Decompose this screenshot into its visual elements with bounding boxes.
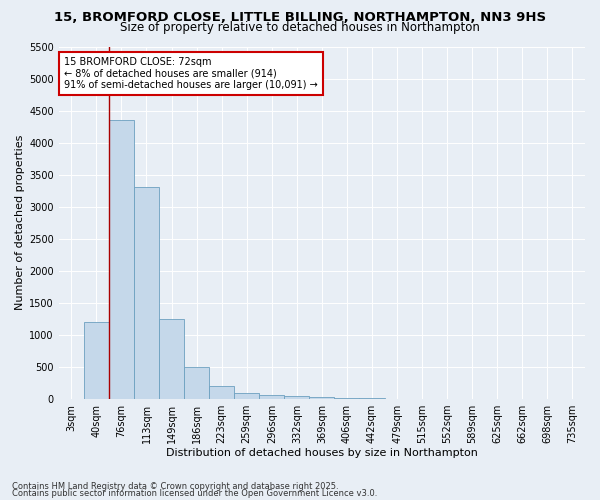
Text: Size of property relative to detached houses in Northampton: Size of property relative to detached ho… <box>120 22 480 35</box>
Text: Contains public sector information licensed under the Open Government Licence v3: Contains public sector information licen… <box>12 489 377 498</box>
X-axis label: Distribution of detached houses by size in Northampton: Distribution of detached houses by size … <box>166 448 478 458</box>
Text: 15 BROMFORD CLOSE: 72sqm
← 8% of detached houses are smaller (914)
91% of semi-d: 15 BROMFORD CLOSE: 72sqm ← 8% of detache… <box>64 57 318 90</box>
Bar <box>359 398 385 399</box>
Bar <box>209 386 234 399</box>
Text: 15, BROMFORD CLOSE, LITTLE BILLING, NORTHAMPTON, NN3 9HS: 15, BROMFORD CLOSE, LITTLE BILLING, NORT… <box>54 11 546 24</box>
Bar <box>134 188 159 399</box>
Bar <box>84 322 109 399</box>
Bar <box>334 398 359 399</box>
Bar <box>109 120 134 399</box>
Text: Contains HM Land Registry data © Crown copyright and database right 2025.: Contains HM Land Registry data © Crown c… <box>12 482 338 491</box>
Bar <box>259 395 284 399</box>
Bar <box>284 396 310 399</box>
Bar <box>159 319 184 399</box>
Bar <box>234 392 259 399</box>
Y-axis label: Number of detached properties: Number of detached properties <box>15 135 25 310</box>
Bar <box>184 367 209 399</box>
Bar <box>310 396 334 399</box>
